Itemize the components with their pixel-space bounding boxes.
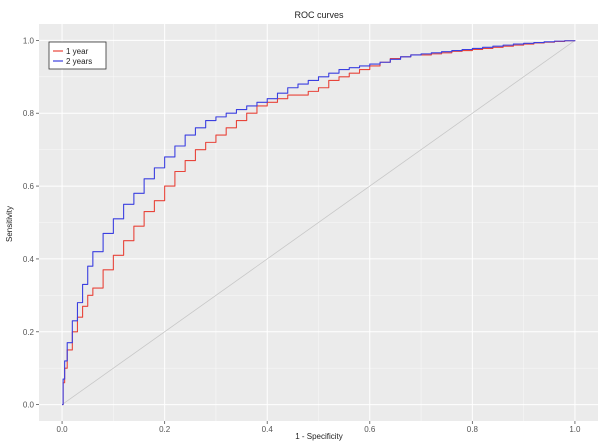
y-tick-label-1: 0.2 — [23, 328, 35, 337]
x-tick-label-1: 0.2 — [159, 425, 171, 434]
x-axis-label: 1 - Specificity — [295, 432, 343, 441]
x-tick-label-2: 0.4 — [262, 425, 274, 434]
y-axis: 0.0 0.2 0.4 0.6 0.8 1.0 — [23, 36, 39, 410]
legend-box — [48, 41, 107, 70]
series-line-2-years — [62, 40, 576, 406]
x-tick-label-3: 0.6 — [364, 425, 376, 434]
x-axis: 0.0 0.2 0.4 0.6 0.8 1.0 — [57, 421, 581, 434]
legend: 1 year 2 years — [48, 41, 107, 70]
diagonal-reference-line — [61, 40, 576, 405]
chart-title: ROC curves — [294, 10, 344, 20]
legend-label-2-years: 2 years — [66, 57, 92, 66]
plot-panel — [39, 24, 598, 421]
x-tick-label-5: 1.0 — [569, 425, 581, 434]
y-tick-label-5: 1.0 — [23, 36, 35, 45]
y-tick-label-3: 0.6 — [23, 182, 35, 191]
series-layer — [62, 40, 576, 406]
y-tick-label-4: 0.8 — [23, 109, 35, 118]
legend-label-1-year: 1 year — [66, 47, 89, 56]
y-tick-label-0: 0.0 — [23, 401, 35, 410]
y-axis-label: Sensitivity — [5, 206, 14, 242]
x-tick-label-0: 0.0 — [57, 425, 69, 434]
x-tick-label-4: 0.8 — [467, 425, 479, 434]
y-tick-label-2: 0.4 — [23, 255, 35, 264]
